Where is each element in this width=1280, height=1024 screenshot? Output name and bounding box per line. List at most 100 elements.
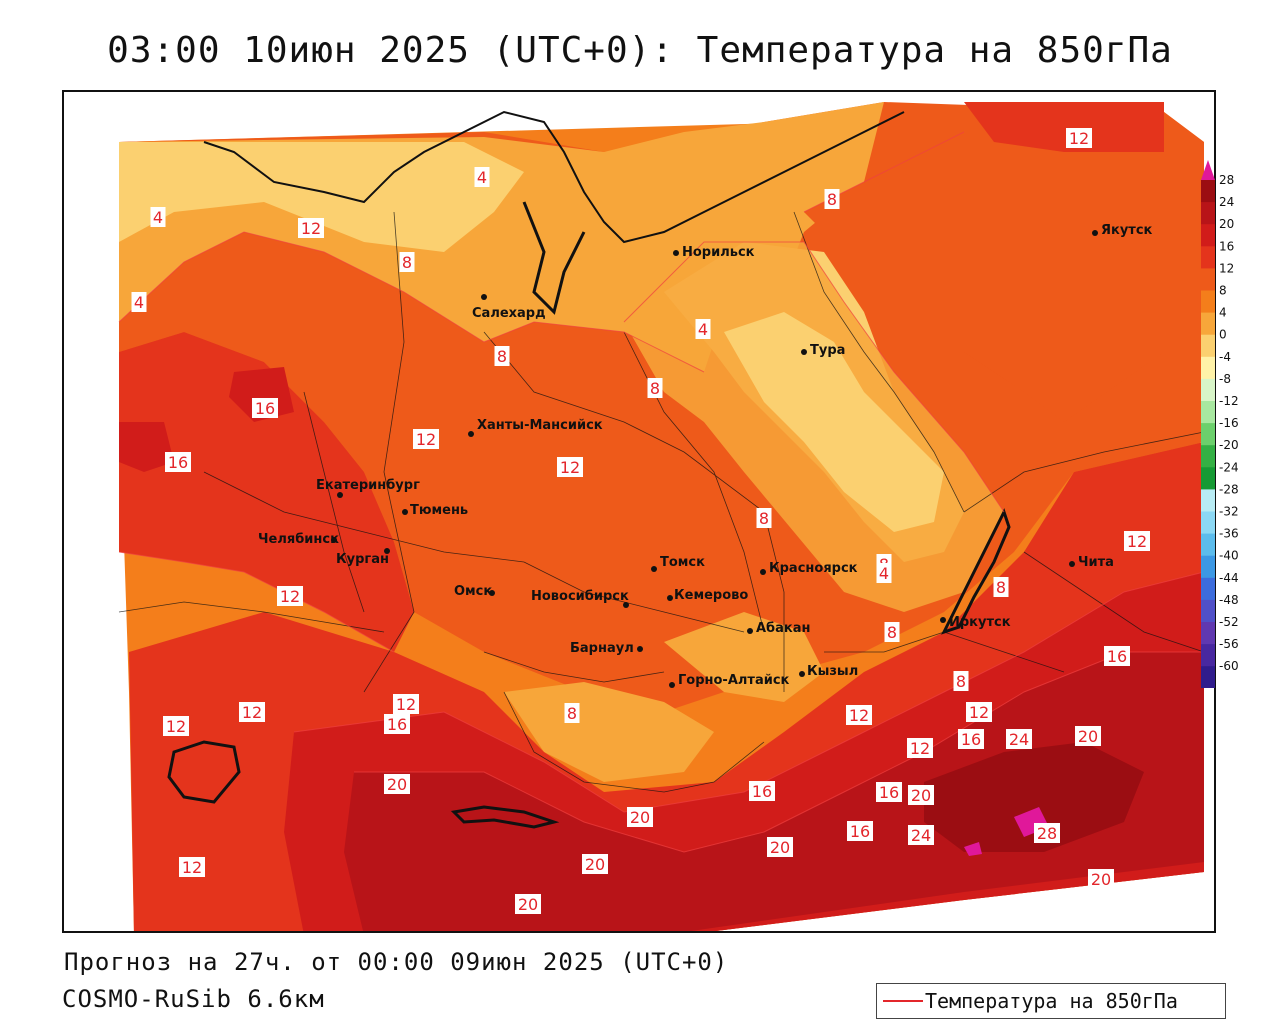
colorbar-swatch (1201, 577, 1215, 601)
city-norilsk: Норильск (673, 245, 755, 260)
colorbar-swatch (1201, 356, 1215, 380)
colorbar-top-arrow (1201, 160, 1215, 180)
contour-value-label: 20 (627, 807, 653, 827)
contour-value-label: 16 (165, 452, 191, 472)
svg-text:Иркутск: Иркутск (949, 615, 1011, 630)
svg-text:8: 8 (567, 704, 577, 723)
svg-text:4: 4 (879, 564, 889, 583)
svg-text:24: 24 (1009, 730, 1029, 749)
contour-value-label: 8 (824, 189, 840, 209)
colorbar-tick-label: -40 (1219, 549, 1239, 563)
colorbar-tick-label: -4 (1219, 350, 1231, 364)
svg-text:20: 20 (630, 808, 650, 827)
colorbar-swatch (1201, 401, 1215, 424)
legend-line-swatch (883, 1000, 923, 1002)
svg-text:20: 20 (911, 786, 931, 805)
svg-text:4: 4 (698, 320, 708, 339)
svg-text:Курган: Курган (336, 552, 389, 567)
colorbar-swatch (1201, 533, 1215, 557)
contour-value-label: 20 (582, 854, 608, 874)
contour-value-label: 12 (239, 702, 265, 722)
contour-value-label: 12 (277, 586, 303, 606)
colorbar-tick-label: -44 (1219, 571, 1239, 585)
colorbar-swatch (1201, 246, 1215, 269)
contour-value-label: 8 (399, 252, 415, 272)
svg-text:12: 12 (1127, 532, 1147, 551)
contour-value-label: 12 (966, 702, 992, 722)
svg-text:16: 16 (752, 782, 772, 801)
colorbar-tick-label: 12 (1219, 261, 1234, 275)
svg-text:20: 20 (1091, 870, 1111, 889)
contour-value-label: 8 (756, 508, 772, 528)
svg-text:8: 8 (759, 509, 769, 528)
city-khanty-mansiysk: Ханты-Мансийск (468, 418, 603, 437)
svg-text:8: 8 (996, 578, 1006, 597)
svg-text:12: 12 (969, 703, 989, 722)
zone-12-16-west (119, 332, 414, 652)
contour-value-label: 28 (1034, 823, 1060, 843)
contour-value-label: 12 (907, 738, 933, 758)
svg-text:16: 16 (961, 730, 981, 749)
svg-text:Омск: Омск (454, 584, 492, 599)
contour-value-label: 4 (150, 207, 166, 227)
colorbar-swatch (1201, 622, 1215, 645)
contour-value-label: 8 (993, 577, 1009, 597)
forecast-text: Прогноз на 27ч. от 00:00 09июн 2025 (UTC… (64, 948, 729, 976)
city-chelyabinsk: Челябинск (258, 532, 339, 547)
colorbar-tick-label: 20 (1219, 217, 1234, 231)
colorbar-swatch (1201, 489, 1215, 512)
contour-value-label: 8 (564, 703, 580, 723)
colorbar-tick-label: 8 (1219, 284, 1227, 298)
colorbar-swatch (1201, 555, 1215, 579)
zone-16-west2 (119, 422, 174, 472)
svg-text:Барнаул: Барнаул (570, 641, 634, 656)
svg-text:20: 20 (1078, 727, 1098, 746)
legend: Температура на 850гПа (876, 983, 1226, 1019)
contour-value-label: 24 (1006, 729, 1032, 749)
contour-value-label: 4 (131, 292, 147, 312)
svg-text:12: 12 (1069, 129, 1089, 148)
colorbar-swatch (1201, 290, 1215, 314)
contour-value-label: 16 (749, 781, 775, 801)
contour-value-label: 4 (695, 319, 711, 339)
colorbar-swatch (1201, 599, 1215, 623)
colorbar: 28 24 20 16 12 8 4 0 -4 -8 -12 -16 -20 -24 -28 -32 -36 -4… (1201, 160, 1239, 688)
contour-value-label: 4 (876, 563, 892, 583)
contour-value-label: 8 (953, 671, 969, 691)
colorbar-tick-label: 0 (1219, 328, 1227, 342)
colorbar-tick-label: 4 (1219, 306, 1227, 320)
contour-value-label: 12 (179, 857, 205, 877)
city-irkutsk: Иркутск (940, 615, 1011, 630)
contour-value-label: 16 (384, 714, 410, 734)
contour-value-label: 8 (884, 622, 900, 642)
lake-balkhash (450, 805, 560, 829)
svg-text:12: 12 (560, 458, 580, 477)
svg-text:16: 16 (850, 822, 870, 841)
svg-text:Норильск: Норильск (682, 245, 755, 260)
contour-value-label: 12 (1066, 128, 1092, 148)
svg-text:20: 20 (518, 895, 538, 914)
zone-12-yakutia (804, 132, 1164, 422)
svg-text:Якутск: Якутск (1101, 223, 1153, 238)
svg-text:12: 12 (849, 706, 869, 725)
colorbar-swatch (1201, 445, 1215, 468)
svg-text:8: 8 (956, 672, 966, 691)
contour-value-label: 8 (494, 346, 510, 366)
zone-0-4-inner (724, 312, 944, 532)
city-kemerovo: Кемерово (667, 588, 748, 603)
contour-value-label: 16 (1104, 646, 1130, 666)
contour-value-label: 20 (1075, 726, 1101, 746)
svg-text:8: 8 (497, 347, 507, 366)
colorbar-swatch (1201, 312, 1215, 336)
city-omsk: Омск (454, 584, 495, 599)
map-frame: Норильск Якутск Салехард Тура Ханты-Манс… (62, 90, 1216, 933)
zone-28-plus (964, 807, 1049, 856)
colorbar-tick-label: -32 (1219, 505, 1239, 519)
contour-value-label: 16 (958, 729, 984, 749)
svg-text:4: 4 (153, 208, 163, 227)
svg-text:Тура: Тура (810, 343, 845, 358)
city-krasnoyarsk: Красноярск (760, 561, 858, 576)
svg-text:8: 8 (827, 190, 837, 209)
colorbar-tick-label: 16 (1219, 239, 1234, 253)
colorbar-swatch (1201, 378, 1215, 402)
